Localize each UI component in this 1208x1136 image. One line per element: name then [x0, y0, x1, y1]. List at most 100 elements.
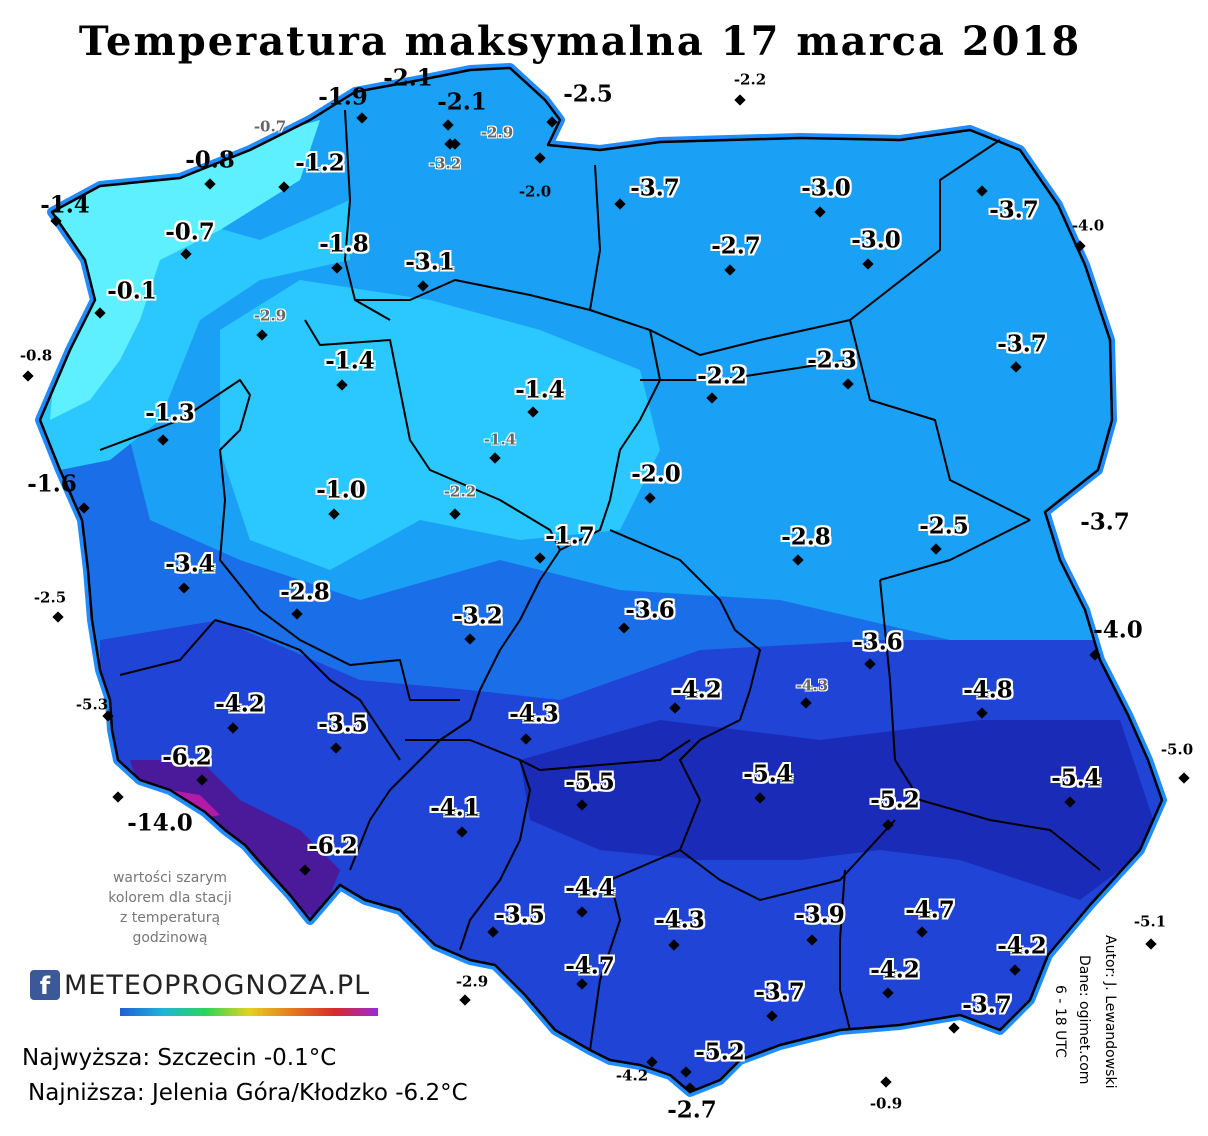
station-value: -0.8 [19, 346, 53, 365]
station-marker [278, 181, 290, 193]
station-value: -5.4 [743, 760, 793, 788]
station-value: -3.7 [962, 991, 1012, 1019]
station-value: -2.0 [631, 460, 681, 488]
station-value: -3.0 [801, 174, 851, 202]
station-marker [680, 1066, 692, 1078]
station-value: -4.1 [430, 794, 480, 822]
station-value: -4.2 [672, 676, 722, 704]
station-marker [916, 926, 928, 938]
time-range-credit: 6 - 18 UTC [1052, 985, 1068, 1058]
station-value: -5.1 [1133, 912, 1167, 931]
station-marker [520, 733, 532, 745]
station-value: -4.2 [615, 1066, 649, 1085]
station-value: -3.4 [165, 550, 215, 578]
map-title: Temperatura maksymalna 17 marca 2018 [78, 18, 1082, 65]
station-value: -1.9 [318, 83, 368, 111]
station-marker [527, 406, 539, 418]
station-value: -0.7 [165, 218, 215, 246]
legend-note: wartości szarym kolorem dla stacji z tem… [70, 868, 270, 948]
station-value: -2.9 [455, 972, 489, 991]
station-value: -1.4 [40, 191, 90, 219]
station-value: -1.4 [483, 430, 517, 449]
station-value: -3.7 [755, 978, 805, 1006]
station-value: -3.5 [495, 901, 545, 929]
station-marker [806, 934, 818, 946]
station-value: -2.1 [437, 88, 487, 116]
station-value: -3.0 [851, 226, 901, 254]
station-marker [754, 792, 766, 804]
station-value: -5.5 [565, 768, 615, 796]
station-value: -1.7 [545, 522, 595, 550]
station-marker [22, 370, 34, 382]
station-value: -4.2 [215, 690, 265, 718]
station-marker [880, 1076, 892, 1088]
station-value: -6.2 [162, 743, 212, 771]
station-value: -14.0 [127, 809, 193, 837]
station-value: -3.2 [453, 602, 503, 630]
station-value: -3.9 [795, 901, 845, 929]
station-value: -3.5 [318, 710, 368, 738]
station-value: -4.2 [997, 932, 1047, 960]
station-marker [444, 138, 456, 150]
station-value: -5.0 [1160, 740, 1194, 759]
voivodeship-borders [99, 109, 1101, 1051]
station-value: -4.4 [565, 874, 615, 902]
station-marker [178, 582, 190, 594]
station-value: -0.1 [107, 277, 157, 305]
station-value: -0.8 [185, 146, 235, 174]
facebook-icon[interactable]: f [30, 970, 60, 1000]
station-value: -2.2 [697, 362, 747, 390]
min-temperature-summary: Najniższa: Jelenia Góra/Kłodzko -6.2°C [28, 1080, 468, 1106]
station-value: -3.1 [405, 248, 455, 276]
station-marker [417, 280, 429, 292]
logo-color-bar [120, 1008, 378, 1016]
station-marker [576, 906, 588, 918]
station-value: -1.6 [27, 470, 77, 498]
station-value: -2.5 [33, 588, 67, 607]
station-marker [948, 1022, 960, 1034]
station-marker [256, 329, 268, 341]
note-line: wartości szarym [112, 870, 228, 886]
station-marker [459, 994, 471, 1006]
station-value: -2.8 [280, 578, 330, 606]
station-value: -1.8 [319, 230, 369, 258]
station-marker [1145, 938, 1157, 950]
station-value: -2.0 [518, 182, 552, 201]
brand-logo[interactable]: f METEOPROGNOZA.PL [30, 965, 370, 1005]
station-marker [734, 94, 746, 106]
station-marker [814, 206, 826, 218]
station-marker [227, 722, 239, 734]
station-marker [299, 864, 311, 876]
station-marker [180, 248, 192, 260]
station-marker [976, 185, 988, 197]
station-marker [336, 379, 348, 391]
station-marker [331, 262, 343, 274]
station-marker [862, 258, 874, 270]
station-marker [882, 819, 894, 831]
station-marker [669, 702, 681, 714]
station-value: -6.2 [308, 832, 358, 860]
station-value: -4.3 [655, 906, 705, 934]
station-value: -4.7 [905, 896, 955, 924]
station-marker [706, 392, 718, 404]
station-marker [52, 611, 64, 623]
station-value: -2.9 [480, 123, 514, 142]
station-value: -2.5 [563, 80, 613, 108]
station-marker [792, 554, 804, 566]
station-marker [724, 264, 736, 276]
country-outline [38, 66, 1164, 1094]
station-marker [328, 508, 340, 520]
logo-text: METEOPROGNOZA.PL [64, 969, 371, 1001]
station-marker [464, 633, 476, 645]
station-value: -3.7 [997, 330, 1047, 358]
station-marker [882, 987, 894, 999]
station-value: -1.4 [325, 347, 375, 375]
station-marker [291, 608, 303, 620]
station-value: -3.6 [625, 596, 675, 624]
station-value: -4.0 [1093, 616, 1143, 644]
station-value: -4.2 [870, 956, 920, 984]
station-value: -0.9 [869, 1094, 903, 1113]
station-value: -3.7 [630, 174, 680, 202]
